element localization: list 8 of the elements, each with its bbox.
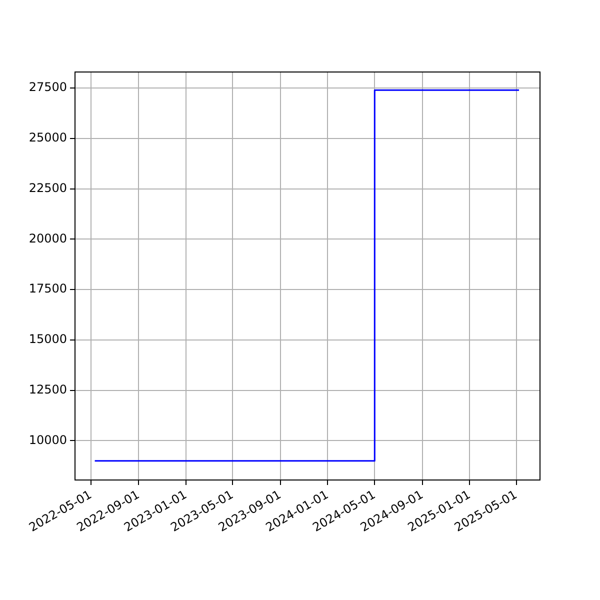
y-tick-label: 12500 (28, 382, 67, 396)
y-tick-label: 15000 (28, 332, 67, 346)
y-tick-label: 20000 (28, 231, 67, 246)
y-tick-label: 17500 (28, 282, 67, 296)
y-tick-label: 10000 (28, 432, 67, 447)
y-tick-label: 22500 (28, 180, 67, 195)
y-tick-label: 27500 (28, 80, 67, 94)
y-tick-label: 25000 (28, 130, 67, 145)
